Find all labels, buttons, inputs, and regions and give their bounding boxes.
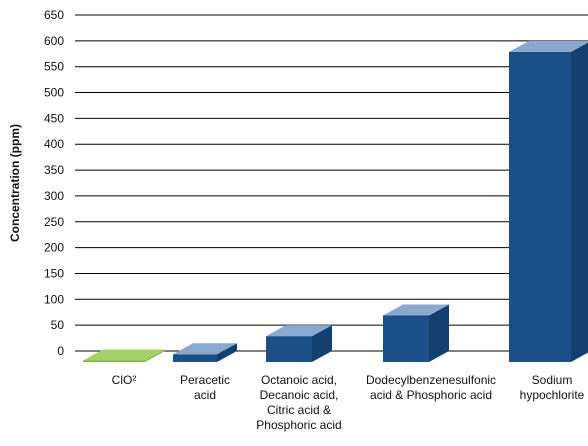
bar-side [217,343,237,362]
category-label-line: hypochlorite [520,388,585,402]
y-axis-label: Concentration (ppm) [8,124,22,242]
bar-side [571,42,588,362]
category-label-line: Dodecylbenzenesulfonic [366,373,496,387]
y-tick-label: 250 [44,215,64,229]
bar-front [509,51,571,362]
y-tick-label: 550 [44,60,64,74]
category-label: Dodecylbenzenesulfonic acid & Phosphoric … [366,373,496,402]
category-label: ClO² [112,373,137,387]
bar [383,304,449,362]
y-tick-label: 0 [57,344,64,358]
category-label: Octanoic acid, Decanoic acid, Citric acid … [256,373,341,432]
category-label-line: Peracetic [180,373,230,387]
category-label-line: ClO² [112,373,137,387]
category-label-line: acid [194,388,216,402]
bar [509,40,588,362]
bar-front [266,336,312,362]
bar [83,349,165,362]
bar-top [83,349,165,361]
bar-top [173,343,237,355]
category-labels: ClO² Peracetic acid Octanoic acid, Decanoic … [112,373,585,432]
category-label-line: Citric acid & [267,403,331,417]
grid-lines [75,14,588,352]
category-label-line: Phosphoric acid [256,418,341,432]
bar-top [383,304,449,316]
category-label-line: Sodium [532,373,573,387]
category-label-line: Octanoic acid, [261,373,337,387]
y-tick-label: 500 [44,86,64,100]
y-tick-label: 200 [44,241,64,255]
category-label-line: acid & Phosphoric acid [370,388,492,402]
bar-side [429,304,449,362]
y-tick-label: 350 [44,163,64,177]
category-label-line: Decanoic acid, [260,388,339,402]
bars [83,40,588,362]
y-tick-label: 650 [44,8,64,22]
y-tick-label: 450 [44,111,64,125]
category-label: Sodium hypochlorite [520,373,585,402]
bar-side [312,325,332,362]
bar-top [266,325,332,337]
bar-top [509,40,588,52]
bar-side [145,349,165,362]
bar-front [173,354,217,362]
y-tick-label: 600 [44,34,64,48]
bar-front [83,360,145,362]
category-label: Peracetic acid [180,373,230,402]
bar-front [383,315,429,362]
bar [173,343,237,362]
bar [266,325,332,362]
y-tick-label: 400 [44,137,64,151]
y-tick-label: 300 [44,189,64,203]
y-tick-label: 50 [51,318,65,332]
y-tick-labels: 0 50 100 150 200 250 300 350 400 450 500 550 600 650 [44,8,64,358]
y-tick-label: 150 [44,266,64,280]
y-tick-label: 100 [44,292,64,306]
